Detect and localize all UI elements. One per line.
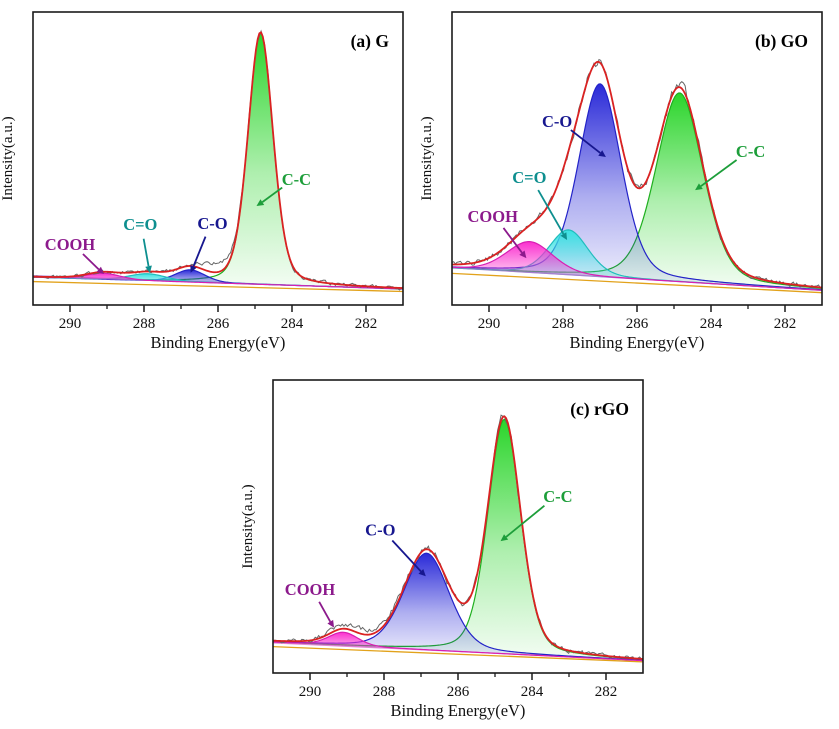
panel-c: 290 288 286 284 282 Binding Energy(eV) Intensi…: [240, 368, 652, 726]
panel-b: 290 288 286 284 282 Binding Energy(eV) Intensi…: [419, 0, 831, 358]
annotation-label-COOH: COOH: [285, 580, 336, 599]
annotation-arrowhead: [519, 250, 527, 259]
annotation-label-C-C: C-C: [736, 142, 765, 161]
x-tick-label: 288: [373, 684, 396, 700]
x-tick-label: 286: [447, 684, 470, 700]
fit-envelope-curve: [452, 60, 822, 289]
x-tick-label: 288: [133, 316, 156, 332]
annotation-arrow: [502, 227, 523, 254]
x-tick-label: 282: [774, 316, 797, 332]
raw-signal-curve: [452, 58, 822, 289]
spectrum-svg-a: 290 288 286 284 282 Binding Energy(eV) Intensi…: [0, 11, 404, 352]
panel-a: 290 288 286 284 282 Binding Energy(eV) Intensi…: [0, 0, 412, 358]
peak-fill-C-O: [273, 553, 643, 661]
annotation-arrowhead: [145, 265, 152, 274]
fit-background: [273, 645, 643, 663]
annotation-arrowhead: [695, 183, 703, 191]
peak-outline-COOH: [452, 241, 822, 291]
annotation-arrow: [570, 129, 601, 154]
x-tick-label: 286: [626, 316, 649, 332]
y-axis-label: Intensity(a.u.): [419, 116, 435, 200]
annotation-arrowhead: [190, 264, 197, 273]
annotation-arrow: [82, 253, 100, 271]
annotation-arrow: [142, 238, 150, 267]
annotation-arrowhead: [418, 568, 426, 577]
x-tick-label: 284: [281, 316, 304, 332]
plot-area-c: [273, 414, 643, 663]
panel-title: (b) GO: [755, 31, 808, 51]
annotation-label-COOH: COOH: [45, 235, 96, 254]
annotation-arrowhead: [96, 266, 105, 274]
annotation-label-C-C: C-C: [282, 170, 311, 189]
annotation-label-C=O: C=O: [123, 215, 157, 234]
fit-background: [33, 280, 403, 293]
fit-envelope-curve: [273, 415, 643, 660]
annotation-arrowhead: [327, 619, 335, 628]
fit-envelope-curve: [33, 31, 403, 289]
annotation-arrowhead: [500, 534, 509, 542]
annotation-label-C-C: C-C: [543, 487, 572, 506]
peak-fill-COOH: [452, 241, 822, 291]
annotation-arrow: [391, 539, 422, 572]
x-tick-label: 284: [700, 316, 723, 332]
annotation-arrowhead: [256, 199, 265, 206]
annotation-arrow: [505, 505, 545, 538]
x-tick-label: 286: [207, 316, 230, 332]
annotation-arrowhead: [598, 150, 606, 158]
x-axis-label: Binding Energy(eV): [151, 333, 286, 352]
fit-background: [452, 272, 822, 294]
annotation-label-C=O: C=O: [512, 168, 546, 187]
plot-area-b: [452, 58, 822, 294]
annotation-label-COOH: COOH: [467, 207, 518, 226]
x-axis-label: Binding Energy(eV): [570, 333, 705, 352]
x-tick-label: 284: [521, 684, 544, 700]
annotation-arrow: [700, 159, 738, 187]
plot-area-a: [33, 29, 403, 293]
panel-title: (a) G: [351, 31, 390, 51]
annotation-label-C-O: C-O: [542, 112, 572, 131]
annotation-arrow: [192, 236, 207, 267]
spectrum-svg-b: 290 288 286 284 282 Binding Energy(eV) Intensi…: [419, 11, 823, 352]
x-tick-label: 282: [355, 316, 378, 332]
annotation-arrow: [318, 601, 332, 623]
x-tick-label: 290: [478, 316, 501, 332]
annotation-label-C-O: C-O: [197, 214, 227, 233]
spectrum-svg-c: 290 288 286 284 282 Binding Energy(eV) Intensi…: [240, 379, 644, 720]
y-axis-label: Intensity(a.u.): [240, 484, 256, 568]
axes-frame: [32, 11, 404, 306]
x-tick-label: 290: [59, 316, 82, 332]
annotation-arrowhead: [560, 232, 568, 240]
annotation-arrow: [261, 186, 283, 203]
x-tick-label: 288: [552, 316, 575, 332]
y-axis-label: Intensity(a.u.): [0, 116, 16, 200]
peak-outline-COOH: [273, 631, 643, 662]
annotation-label-C-O: C-O: [365, 521, 395, 540]
annotation-arrow: [537, 189, 565, 235]
x-tick-label: 290: [299, 684, 322, 700]
x-axis-label: Binding Energy(eV): [391, 701, 526, 720]
x-tick-label: 282: [595, 684, 618, 700]
panel-title: (c) rGO: [570, 399, 629, 419]
